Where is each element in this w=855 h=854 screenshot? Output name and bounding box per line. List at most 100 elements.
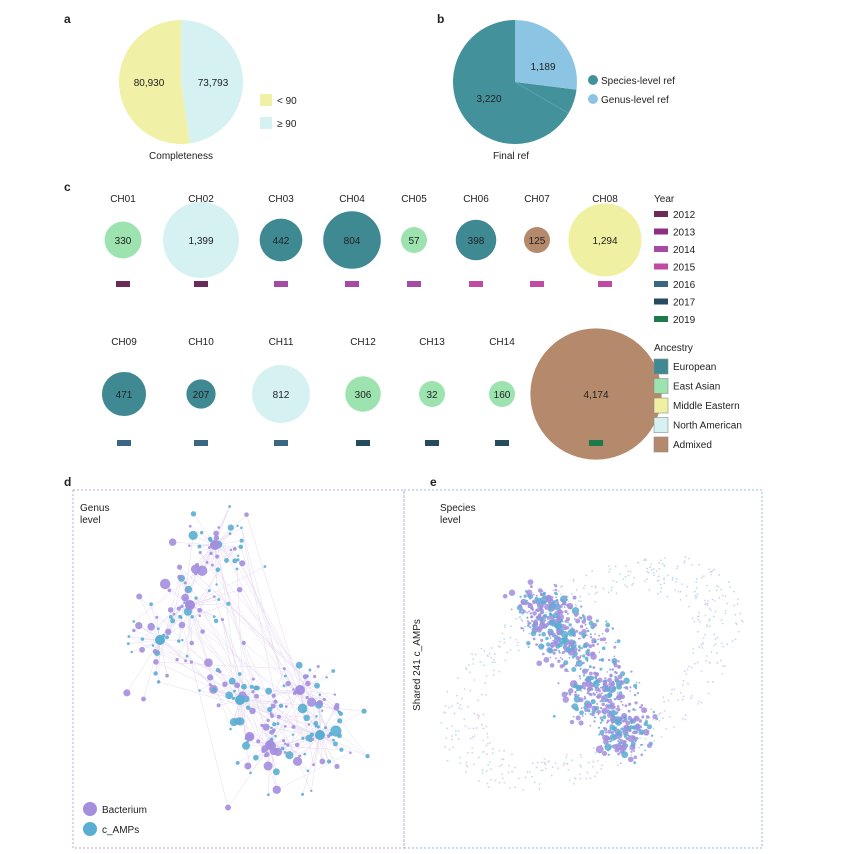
camp-node	[548, 601, 551, 605]
legend-label-ge90: ≥ 90	[277, 119, 297, 130]
peripheral-node	[482, 750, 485, 753]
peripheral-node	[531, 775, 533, 778]
peripheral-node	[472, 727, 475, 730]
peripheral-node	[618, 573, 621, 576]
legend-swatch-ge90	[260, 117, 272, 129]
bacterium-node	[232, 546, 237, 551]
camp-node	[337, 710, 340, 713]
camp-node	[578, 675, 581, 678]
camp-node	[599, 721, 603, 724]
bacterium-node	[215, 554, 220, 559]
camp-node	[601, 700, 604, 703]
network-edge	[173, 614, 270, 710]
bacterium-node	[165, 673, 169, 678]
bacterium-node	[547, 631, 553, 636]
bacterium-node	[313, 674, 317, 679]
camp-node	[212, 615, 216, 618]
bacterium-node	[564, 668, 568, 673]
peripheral-node	[675, 567, 678, 570]
peripheral-node	[471, 751, 474, 754]
peripheral-node	[715, 652, 718, 654]
bacterium-node	[638, 682, 641, 684]
bacterium-node	[538, 614, 542, 618]
peripheral-node	[520, 618, 523, 621]
peripheral-node	[631, 584, 634, 587]
peripheral-node	[715, 589, 718, 592]
bacterium-node	[273, 699, 278, 704]
camp-node	[544, 619, 547, 622]
peripheral-node	[664, 557, 667, 559]
sample-bubble-ch14	[489, 381, 515, 407]
bacterium-node	[613, 655, 616, 658]
peripheral-node	[459, 762, 462, 764]
camp-node	[631, 731, 634, 734]
bacterium-node	[538, 603, 541, 606]
camp-node	[263, 565, 267, 568]
camp-node	[200, 530, 204, 535]
peripheral-node	[693, 590, 696, 593]
bacterium-node	[244, 762, 252, 770]
camp-node	[510, 608, 513, 611]
bacterium-node	[249, 707, 256, 715]
sample-bubble-ch15	[530, 328, 662, 460]
peripheral-node	[538, 783, 541, 785]
peripheral-node	[463, 688, 466, 690]
peripheral-node	[733, 604, 736, 607]
bacterium-node	[583, 686, 586, 690]
camp-node	[585, 676, 591, 681]
ancestry-legend-swatch-admixed	[653, 436, 669, 453]
peripheral-node	[673, 726, 676, 728]
bacterium-node	[589, 636, 593, 639]
legend-label-genus: Genus-level ref	[601, 95, 669, 106]
bacterium-node	[611, 668, 614, 671]
bacterium-node	[316, 699, 323, 707]
peripheral-node	[708, 619, 710, 622]
peripheral-node	[690, 666, 693, 669]
network-edge	[214, 544, 217, 585]
bacterium-node	[561, 691, 568, 698]
bacterium-node	[285, 680, 291, 687]
bacterium-node	[508, 589, 516, 596]
network-edge	[302, 734, 321, 795]
camp-node	[554, 622, 563, 630]
peripheral-node	[451, 746, 454, 749]
camp-node	[132, 620, 136, 623]
camp-node	[156, 627, 160, 631]
bacterium-node	[593, 693, 597, 696]
bacterium-node	[273, 747, 283, 757]
bacterium-node	[635, 681, 638, 684]
bacterium-node	[256, 739, 261, 744]
pie-label-species: 3,220	[476, 94, 501, 105]
camp-node	[575, 659, 583, 667]
peripheral-node	[657, 575, 660, 578]
bacterium-node	[627, 756, 634, 763]
peripheral-node	[674, 589, 677, 592]
bacterium-node	[598, 659, 601, 662]
bacterium-node	[549, 656, 552, 659]
bacterium-node	[615, 659, 618, 662]
camp-node	[604, 694, 607, 697]
sample-bubble-ch04	[323, 211, 381, 269]
bacterium-node	[292, 756, 303, 766]
peripheral-node	[721, 672, 724, 675]
camp-node	[337, 718, 343, 724]
network-edge	[143, 639, 161, 700]
bacterium-node	[624, 718, 626, 721]
bacterium-node	[598, 688, 600, 690]
bacterium-node	[588, 681, 592, 685]
bacterium-node	[527, 579, 534, 586]
network-edge	[271, 727, 312, 735]
peripheral-node	[489, 768, 492, 770]
bacterium-node	[529, 612, 532, 615]
peripheral-node	[455, 734, 457, 736]
camp-node	[339, 747, 344, 752]
peripheral-node	[713, 568, 716, 571]
bacterium-node	[594, 633, 596, 635]
camp-node	[646, 724, 652, 730]
peripheral-node	[677, 590, 680, 593]
network-edge	[179, 566, 338, 706]
peripheral-node	[726, 643, 729, 646]
peripheral-node	[493, 653, 496, 656]
sample-year-bar-ch12	[356, 440, 370, 446]
camp-node	[616, 680, 619, 683]
